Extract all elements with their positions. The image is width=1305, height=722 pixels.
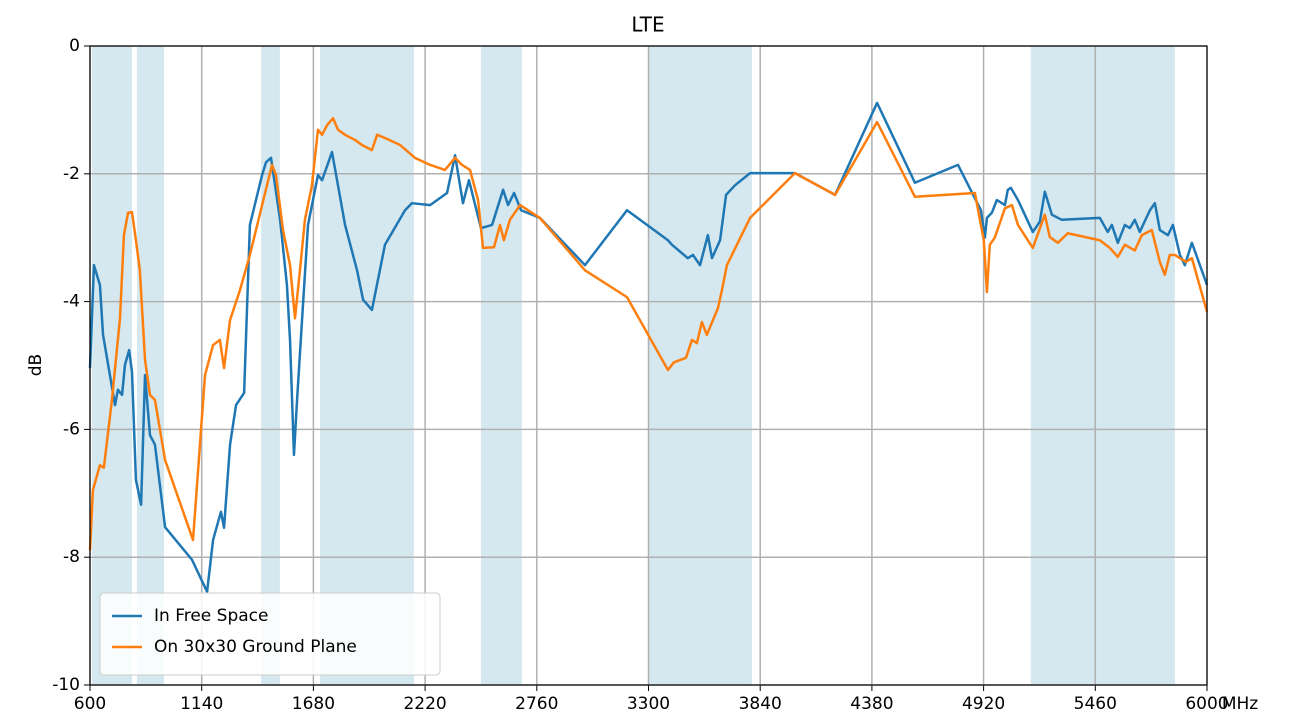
y-axis-label: dB (26, 354, 46, 376)
band (320, 46, 414, 685)
x-tick-label: 600 (74, 694, 106, 714)
chart-title: LTE (631, 13, 664, 37)
band (1030, 46, 1175, 685)
band (136, 46, 165, 685)
x-tick-label: 3300 (627, 694, 670, 714)
y-tick-label: -2 (63, 164, 80, 184)
x-tick-label: 6000 (1185, 694, 1228, 714)
y-tick-label: -8 (63, 547, 80, 567)
y-tick-label: -6 (63, 419, 80, 439)
x-tick-label: 5460 (1074, 694, 1117, 714)
x-tick-label: 4920 (962, 694, 1005, 714)
x-tick-label: 2760 (515, 694, 558, 714)
legend-label: On 30x30 Ground Plane (154, 637, 357, 657)
x-tick-label: 3840 (739, 694, 782, 714)
series-line (88, 116, 1209, 551)
band (480, 46, 522, 685)
series-line (88, 101, 1209, 593)
y-tick-label: 0 (69, 36, 80, 56)
y-tick-label: -4 (63, 292, 80, 312)
legend-label: In Free Space (154, 606, 268, 626)
x-tick-label: 2220 (403, 694, 446, 714)
legend-box (99, 592, 441, 676)
plot-frame (89, 45, 1208, 686)
x-tick-label: 1140 (180, 694, 223, 714)
x-axis-label: MHz (1222, 694, 1258, 714)
y-tick-label: -10 (52, 675, 80, 695)
band (261, 46, 280, 685)
x-tick-label: 4380 (850, 694, 893, 714)
x-tick-label: 1680 (292, 694, 335, 714)
legend: In Free Space On 30x30 Ground Plane (99, 592, 441, 676)
